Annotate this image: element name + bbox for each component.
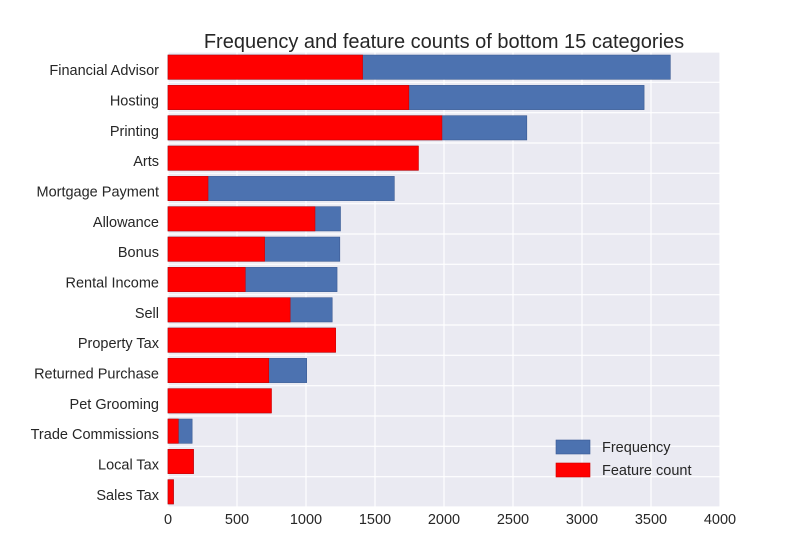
y-tick-label-6: Bonus bbox=[118, 245, 159, 261]
bar-feature-count-10 bbox=[167, 358, 270, 383]
legend-swatch-1 bbox=[555, 462, 591, 478]
x-tick-label-8: 4000 bbox=[704, 512, 736, 528]
bar-feature-count-13 bbox=[167, 449, 194, 474]
chart-title: Frequency and feature counts of bottom 1… bbox=[204, 31, 684, 53]
bar-feature-count-4 bbox=[167, 176, 209, 201]
x-tick-label-0: 0 bbox=[164, 512, 172, 528]
x-tick-labels: 0 500 1000 1500 2000 2500 3000 3500 4000 bbox=[164, 512, 736, 528]
y-tick-label-8: Sell bbox=[135, 306, 159, 322]
bar-feature-count-11 bbox=[167, 388, 272, 414]
y-tick-label-0: Financial Advisor bbox=[49, 63, 159, 79]
y-tick-label-14: Sales Tax bbox=[96, 488, 159, 504]
legend-swatch-0 bbox=[555, 439, 591, 455]
y-tick-label-12: Trade Commissions bbox=[31, 427, 159, 443]
y-tick-label-13: Local Tax bbox=[98, 458, 160, 474]
y-tick-label-11: Pet Grooming bbox=[70, 397, 159, 413]
y-tick-label-1: Hosting bbox=[110, 94, 159, 110]
x-tick-label-3: 1500 bbox=[359, 512, 391, 528]
x-tick-label-4: 2000 bbox=[428, 512, 460, 528]
y-tick-label-9: Property Tax bbox=[78, 336, 160, 352]
bar-feature-count-1 bbox=[167, 85, 410, 110]
bar-feature-count-2 bbox=[167, 115, 443, 141]
legend-label-1: Feature count bbox=[602, 463, 691, 479]
bar-feature-count-5 bbox=[167, 206, 316, 232]
y-tick-label-2: Printing bbox=[110, 124, 159, 140]
bar-feature-count-0 bbox=[167, 54, 363, 80]
y-tick-label-10: Returned Purchase bbox=[34, 367, 159, 383]
y-tick-label-5: Allowance bbox=[93, 215, 159, 231]
x-tick-label-1: 500 bbox=[225, 512, 249, 528]
bars bbox=[167, 54, 671, 505]
bar-feature-count-6 bbox=[167, 236, 265, 262]
y-tick-labels: Financial Advisor Hosting Printing Arts Mort… bbox=[31, 63, 160, 504]
legend-label-0: Frequency bbox=[602, 440, 671, 456]
bar-feature-count-3 bbox=[167, 145, 419, 171]
x-tick-label-7: 3500 bbox=[635, 512, 667, 528]
y-tick-label-3: Arts bbox=[133, 154, 159, 170]
legend: Frequency Feature count bbox=[555, 439, 691, 479]
x-tick-label-2: 1000 bbox=[290, 512, 322, 528]
x-tick-label-6: 3000 bbox=[566, 512, 598, 528]
y-tick-label-4: Mortgage Payment bbox=[36, 185, 159, 201]
x-tick-label-5: 2500 bbox=[497, 512, 529, 528]
y-tick-label-7: Rental Income bbox=[66, 276, 160, 292]
bar-feature-count-14 bbox=[167, 479, 174, 505]
bar-feature-count-12 bbox=[167, 418, 179, 444]
bar-feature-count-7 bbox=[167, 267, 246, 292]
bar-feature-count-9 bbox=[167, 327, 336, 353]
bar-feature-count-8 bbox=[167, 297, 291, 323]
